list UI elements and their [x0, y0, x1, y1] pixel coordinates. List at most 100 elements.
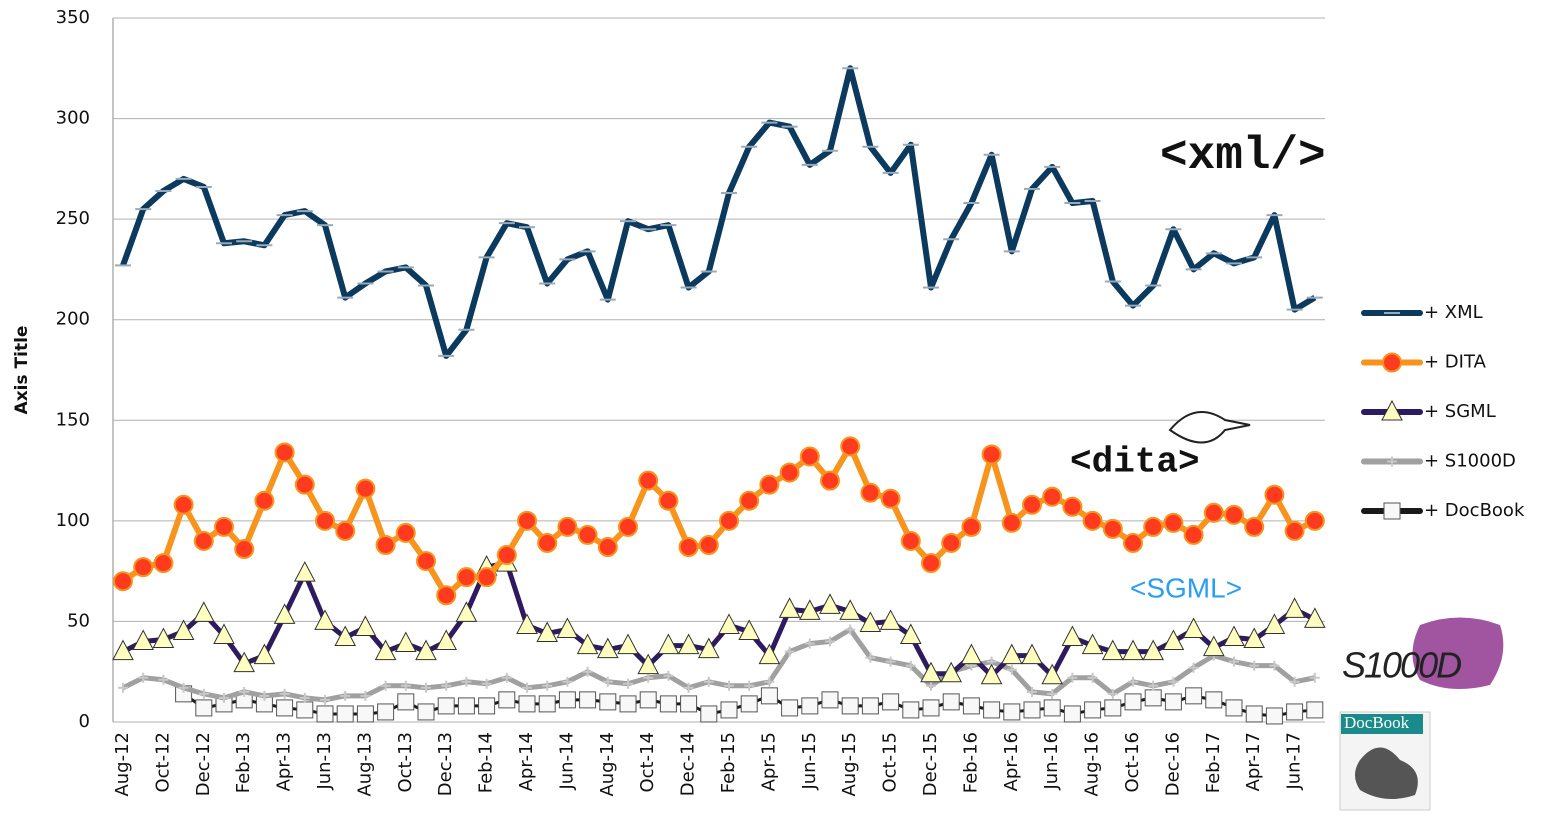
marker — [860, 482, 881, 503]
marker — [1041, 663, 1064, 685]
marker — [1082, 510, 1103, 531]
marker — [643, 672, 654, 683]
x-tick-label: Apr-17 — [1243, 732, 1264, 791]
marker — [455, 601, 478, 622]
marker — [441, 680, 452, 691]
marker — [1148, 680, 1159, 691]
annotation: <SGML> — [1130, 572, 1242, 603]
marker — [1202, 635, 1225, 657]
marker — [1263, 613, 1286, 634]
marker — [1185, 687, 1203, 705]
marker — [1123, 532, 1143, 553]
marker — [779, 462, 800, 483]
marker — [1229, 656, 1239, 667]
marker — [1142, 639, 1165, 661]
x-tick-label: Dec-13 — [435, 732, 456, 796]
marker — [1084, 701, 1102, 719]
marker — [618, 516, 638, 537]
marker — [700, 705, 718, 723]
marker — [538, 695, 556, 713]
marker — [1188, 662, 1199, 673]
marker — [663, 670, 674, 681]
marker — [293, 561, 316, 582]
marker — [1022, 494, 1042, 515]
marker — [138, 672, 149, 683]
marker — [617, 633, 639, 655]
marker — [905, 660, 916, 671]
x-tick-label: Dec-15 — [920, 732, 941, 796]
marker — [421, 682, 431, 693]
marker — [941, 532, 962, 553]
marker — [192, 601, 215, 622]
marker — [678, 537, 699, 558]
marker — [518, 695, 536, 713]
legend-marker — [1381, 399, 1403, 421]
world-map — [1412, 617, 1504, 689]
marker — [658, 490, 679, 511]
y-tick-label: 250 — [56, 208, 90, 229]
marker — [557, 516, 578, 537]
marker — [173, 494, 194, 515]
marker — [1047, 688, 1058, 699]
annotation: S1000D — [1342, 645, 1461, 686]
marker — [1143, 516, 1164, 537]
marker — [596, 637, 619, 659]
marker — [759, 474, 780, 495]
marker — [859, 611, 882, 632]
marker — [1225, 699, 1243, 717]
marker — [132, 629, 155, 651]
marker — [315, 510, 335, 531]
marker — [536, 621, 559, 642]
marker — [902, 701, 920, 719]
marker — [273, 603, 296, 624]
marker — [360, 690, 371, 701]
marker — [619, 695, 637, 713]
marker — [456, 567, 477, 588]
y-tick-label: 300 — [56, 108, 90, 129]
marker — [1283, 597, 1306, 618]
legend-marker — [1387, 456, 1397, 467]
marker — [1163, 512, 1184, 533]
marker — [316, 705, 334, 723]
marker — [1061, 625, 1084, 647]
marker — [1006, 664, 1017, 675]
marker — [1081, 633, 1104, 655]
x-tick-label: Feb-17 — [1203, 732, 1224, 793]
marker — [193, 530, 214, 551]
x-tick-label: Feb-14 — [476, 732, 497, 793]
marker — [279, 688, 290, 699]
marker — [764, 676, 775, 687]
x-tick-label: Apr-13 — [274, 732, 295, 791]
marker — [942, 693, 960, 711]
x-tick-label: Jun-16 — [1041, 732, 1062, 791]
marker — [983, 701, 1001, 719]
marker — [152, 627, 175, 649]
marker — [1000, 643, 1023, 665]
x-tick-label: Feb-16 — [960, 732, 981, 793]
marker — [920, 661, 942, 683]
y-tick-label: 200 — [56, 309, 90, 330]
x-tick-label: Dec-14 — [678, 732, 699, 796]
marker — [861, 697, 879, 715]
marker — [158, 674, 169, 685]
marker — [1042, 486, 1063, 507]
x-tick-label: Aug-16 — [1082, 732, 1103, 797]
marker — [178, 682, 189, 693]
marker — [219, 692, 229, 703]
marker — [457, 697, 475, 715]
marker — [718, 613, 740, 634]
marker — [133, 557, 154, 578]
marker — [1168, 676, 1179, 687]
marker — [354, 615, 377, 636]
marker — [801, 697, 819, 715]
marker — [703, 676, 714, 687]
marker — [1289, 676, 1300, 687]
x-tick-label: Jun-13 — [314, 732, 335, 791]
marker — [637, 653, 660, 675]
marker — [657, 633, 680, 655]
marker — [259, 690, 270, 701]
marker — [233, 651, 256, 673]
marker — [638, 470, 659, 491]
marker — [720, 701, 738, 719]
marker — [437, 697, 455, 715]
